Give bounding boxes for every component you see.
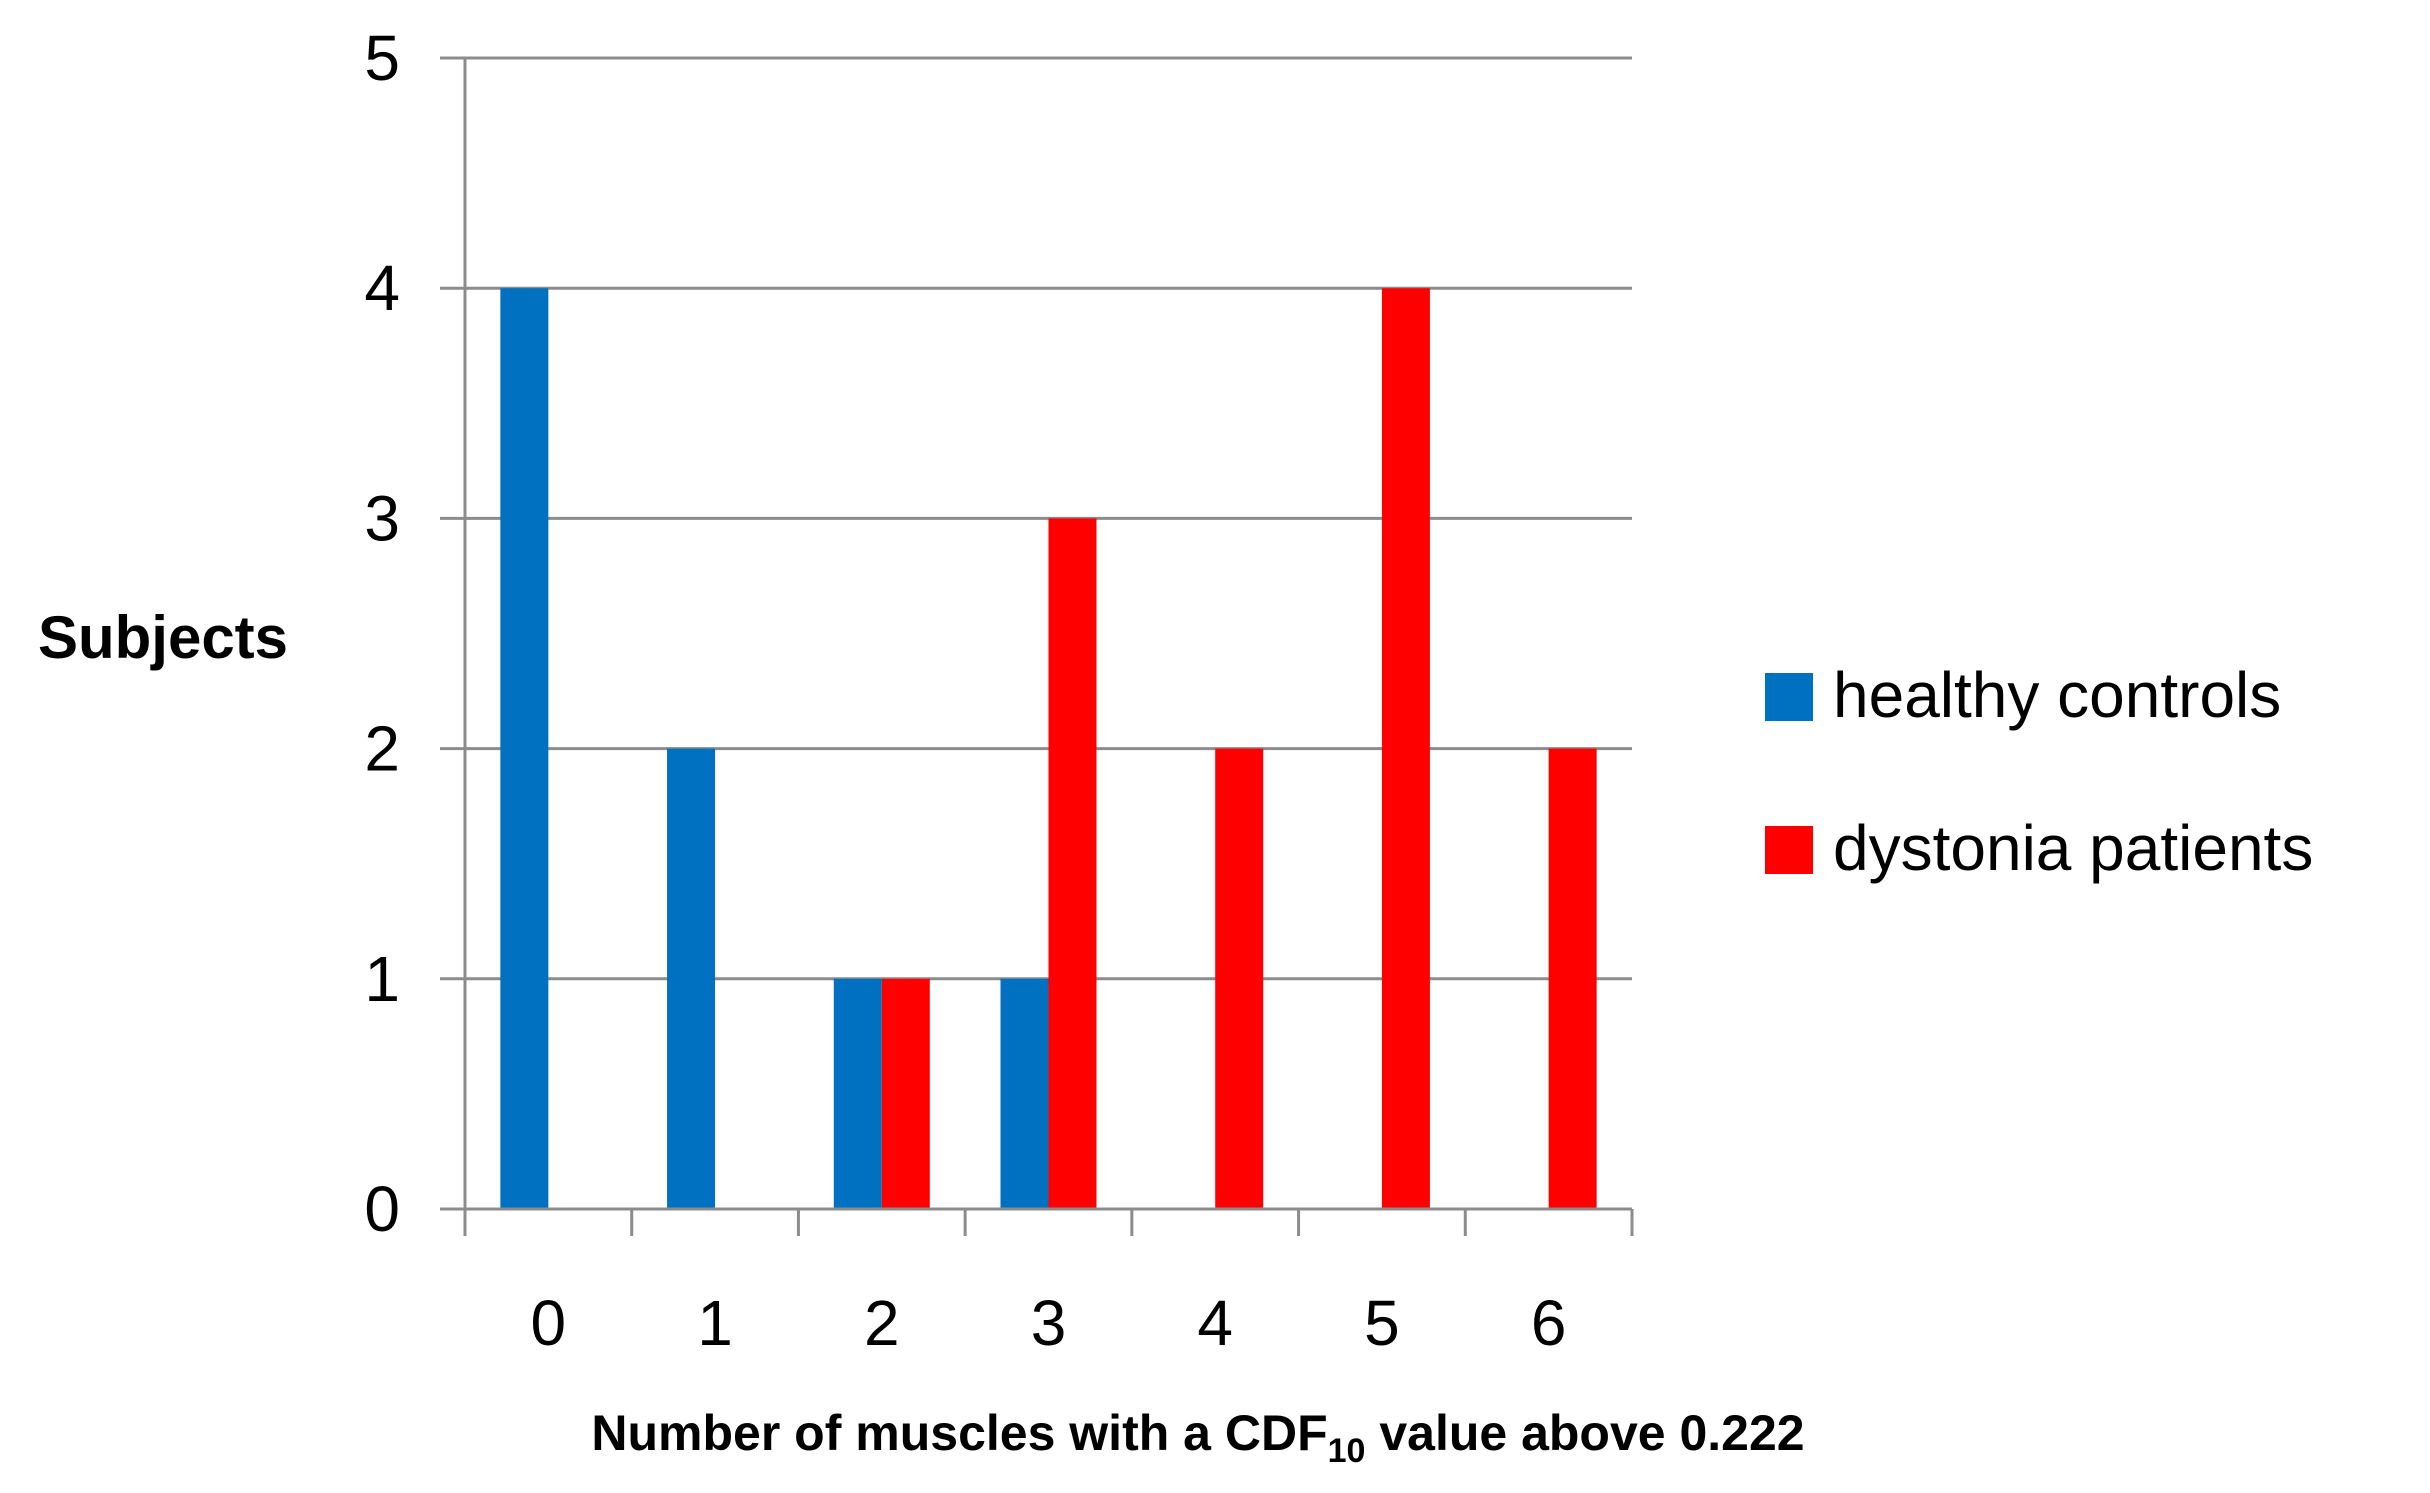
bar-healthy-controls-0	[500, 288, 549, 1209]
legend-label: dystonia patients	[1833, 812, 2313, 884]
y-tick-label: 4	[364, 252, 400, 324]
axes	[440, 58, 1634, 1236]
bar-dystonia-patients-3	[1048, 518, 1097, 1209]
bars	[500, 288, 1597, 1209]
y-tick-label: 1	[364, 943, 400, 1015]
x-axis-title: Number of muscles with a CDF10 value abo…	[591, 1405, 1804, 1470]
bar-healthy-controls-3	[1000, 978, 1049, 1209]
x-axis-title-suffix: value above 0.222	[1365, 1405, 1804, 1461]
gridlines	[440, 56, 1632, 981]
labels: 0 1 2 3 4 5 0 1 2 3 4 5 6 Subjects Number of muscles w…	[38, 22, 1805, 1470]
bar-dystonia-patients-5	[1381, 288, 1430, 1209]
x-axis-title-prefix: Number of muscles with a CDF	[591, 1405, 1327, 1461]
x-axis-title-subscript: 10	[1328, 1432, 1366, 1470]
x-tick-label: 1	[697, 1287, 733, 1359]
x-tick-label: 2	[864, 1287, 900, 1359]
x-tick-label: 0	[531, 1287, 567, 1359]
x-tick-label: 4	[1197, 1287, 1233, 1359]
bar-dystonia-patients-6	[1548, 748, 1597, 1209]
x-tick-label: 6	[1531, 1287, 1567, 1359]
y-tick-label: 3	[364, 482, 400, 554]
y-tick-label: 2	[364, 713, 400, 785]
x-tick-label: 5	[1364, 1287, 1400, 1359]
y-tick-label: 5	[364, 22, 400, 94]
bar-dystonia-patients-4	[1215, 748, 1264, 1209]
y-tick-label: 0	[364, 1173, 400, 1245]
legend-label: healthy controls	[1833, 659, 2281, 731]
legend-swatch-healthy-controls	[1765, 673, 1813, 721]
bar-healthy-controls-1	[667, 748, 716, 1209]
x-tick-label: 3	[1031, 1287, 1067, 1359]
y-axis-title: Subjects	[38, 604, 288, 671]
legend: healthy controls dystonia patients	[1765, 659, 2313, 884]
bar-dystonia-patients-2	[881, 978, 930, 1209]
legend-swatch-dystonia-patients	[1765, 826, 1813, 874]
bar-healthy-controls-2	[833, 978, 882, 1209]
